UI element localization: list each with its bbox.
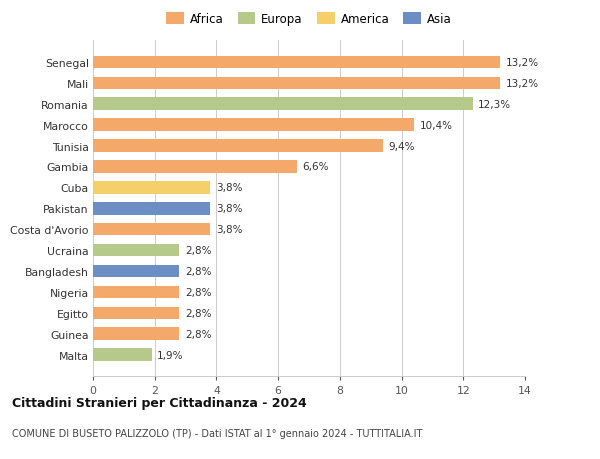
Bar: [93, 182, 210, 194]
Text: Cittadini Stranieri per Cittadinanza - 2024: Cittadini Stranieri per Cittadinanza - 2…: [12, 396, 307, 409]
Text: 2,8%: 2,8%: [185, 329, 211, 339]
Bar: [93, 286, 179, 298]
Bar: [93, 140, 383, 152]
Bar: [93, 202, 210, 215]
Bar: [93, 78, 500, 90]
Text: 13,2%: 13,2%: [506, 58, 539, 68]
Text: 2,8%: 2,8%: [185, 308, 211, 318]
Bar: [93, 56, 500, 69]
Text: 2,8%: 2,8%: [185, 266, 211, 276]
Text: 3,8%: 3,8%: [216, 225, 242, 235]
Text: 13,2%: 13,2%: [506, 78, 539, 89]
Text: 2,8%: 2,8%: [185, 246, 211, 256]
Bar: [93, 307, 179, 319]
Bar: [93, 244, 179, 257]
Text: 10,4%: 10,4%: [419, 120, 452, 130]
Bar: [93, 224, 210, 236]
Bar: [93, 119, 414, 132]
Legend: Africa, Europa, America, Asia: Africa, Europa, America, Asia: [164, 11, 454, 29]
Text: 6,6%: 6,6%: [302, 162, 329, 172]
Bar: [93, 349, 152, 361]
Bar: [93, 161, 296, 174]
Text: 3,8%: 3,8%: [216, 204, 242, 214]
Text: 9,4%: 9,4%: [389, 141, 415, 151]
Text: 1,9%: 1,9%: [157, 350, 184, 360]
Bar: [93, 328, 179, 340]
Text: 3,8%: 3,8%: [216, 183, 242, 193]
Text: 12,3%: 12,3%: [478, 100, 511, 110]
Bar: [93, 98, 473, 111]
Bar: [93, 265, 179, 278]
Text: 2,8%: 2,8%: [185, 287, 211, 297]
Text: COMUNE DI BUSETO PALIZZOLO (TP) - Dati ISTAT al 1° gennaio 2024 - TUTTITALIA.IT: COMUNE DI BUSETO PALIZZOLO (TP) - Dati I…: [12, 428, 422, 438]
